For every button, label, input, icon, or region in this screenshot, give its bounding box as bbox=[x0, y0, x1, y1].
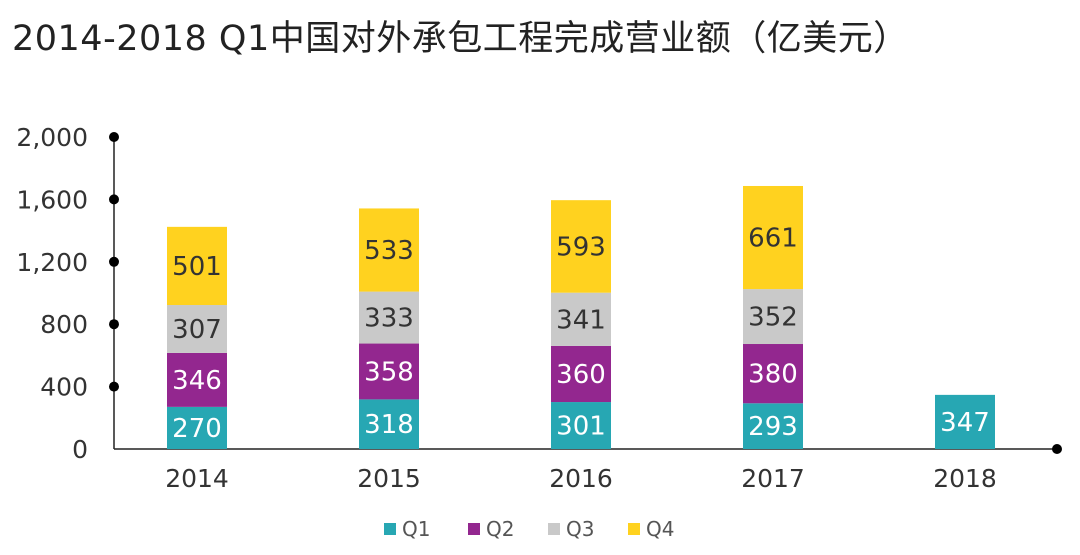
x-axis: 2014 2015 2016 2017 2018 bbox=[114, 444, 1062, 493]
legend-label: Q3 bbox=[566, 517, 594, 541]
y-tick-label: 2,000 bbox=[16, 123, 88, 152]
bar-segment-q1 bbox=[167, 406, 227, 449]
bar-value-label: 307 bbox=[172, 315, 222, 345]
bar-value-label: 301 bbox=[556, 412, 606, 442]
chart-title: 2014-2018 Q1中国对外承包工程完成营业额（亿美元） bbox=[12, 19, 909, 59]
y-tick-label: 1,600 bbox=[16, 185, 88, 214]
legend-swatch-q2 bbox=[468, 523, 480, 535]
bar-value-label: 533 bbox=[364, 236, 414, 266]
bar-value-label: 270 bbox=[172, 414, 222, 444]
y-tick-label: 400 bbox=[40, 373, 88, 402]
legend-label: Q4 bbox=[646, 517, 674, 541]
y-tick-dot bbox=[109, 194, 119, 205]
legend-swatch-q4 bbox=[628, 523, 640, 535]
bar-value-label: 661 bbox=[748, 224, 798, 254]
legend-label: Q2 bbox=[486, 517, 514, 541]
legend: Q1 Q2 Q3 Q4 bbox=[384, 517, 674, 541]
bars: 270 346 307 501 318 358 333 533 301 360 341 593 293 3… bbox=[167, 185, 995, 449]
x-tick-label: 2018 bbox=[933, 464, 997, 493]
y-tick-label: 800 bbox=[40, 310, 88, 339]
bar-segment-q4 bbox=[743, 185, 803, 290]
x-tick-label: 2014 bbox=[165, 464, 229, 493]
y-axis: 0 400 800 1,200 1,600 2,000 bbox=[16, 123, 119, 464]
bar-segment-q1 bbox=[359, 399, 419, 449]
bar-value-label: 293 bbox=[748, 412, 798, 442]
x-tick-label: 2017 bbox=[741, 464, 805, 493]
bar-segment-q2 bbox=[167, 352, 227, 407]
bar-value-label: 358 bbox=[364, 357, 414, 387]
bar-segment-q1 bbox=[743, 403, 803, 449]
bar-segment-q2 bbox=[359, 343, 419, 400]
x-tick-label: 2015 bbox=[357, 464, 421, 493]
y-tick-dot bbox=[109, 256, 119, 267]
bar-segment-q4 bbox=[167, 226, 227, 306]
bar-segment-q4 bbox=[359, 208, 419, 292]
bar-value-label: 333 bbox=[364, 304, 414, 334]
y-tick-label: 0 bbox=[72, 435, 88, 464]
bar-segment-q1 bbox=[551, 402, 611, 449]
bar-value-label: 318 bbox=[364, 410, 414, 440]
bar-value-label: 347 bbox=[940, 408, 990, 438]
bar-segment-q3 bbox=[359, 291, 419, 344]
y-tick-dot bbox=[109, 132, 119, 142]
bar-value-label: 380 bbox=[748, 360, 798, 390]
bar-value-label: 346 bbox=[172, 366, 222, 396]
y-tick-label: 1,200 bbox=[16, 248, 88, 277]
bar-value-label: 341 bbox=[556, 305, 606, 335]
y-tick-dot bbox=[109, 381, 119, 392]
legend-label: Q1 bbox=[402, 517, 430, 541]
legend-swatch-q1 bbox=[384, 523, 396, 535]
bar-value-label: 501 bbox=[172, 252, 222, 282]
bar-segment-q3 bbox=[743, 289, 803, 345]
bar-segment-q3 bbox=[167, 305, 227, 353]
bar-value-label: 593 bbox=[556, 232, 606, 262]
bar-segment-q2 bbox=[551, 345, 611, 403]
x-axis-end-dot bbox=[1052, 444, 1062, 454]
bar-value-label: 360 bbox=[556, 360, 606, 390]
y-tick-dot bbox=[109, 319, 119, 330]
bar-segment-q3 bbox=[551, 292, 611, 346]
legend-swatch-q3 bbox=[548, 523, 560, 535]
bar-value-label: 352 bbox=[748, 303, 798, 333]
bar-segment-q1 bbox=[935, 394, 995, 449]
bar-segment-q4 bbox=[551, 200, 611, 293]
bar-segment-q2 bbox=[743, 344, 803, 404]
x-tick-label: 2016 bbox=[549, 464, 613, 493]
